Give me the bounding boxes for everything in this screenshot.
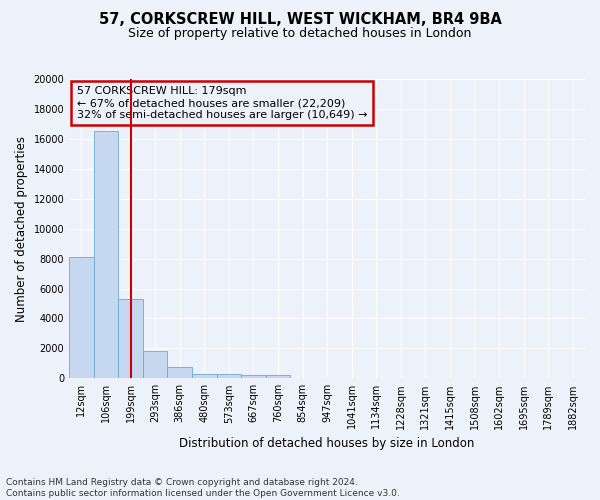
Text: Size of property relative to detached houses in London: Size of property relative to detached ho… [128, 28, 472, 40]
Bar [167, 367, 192, 378]
Y-axis label: Number of detached properties: Number of detached properties [15, 136, 28, 322]
Bar [241, 375, 266, 378]
Bar [192, 374, 217, 378]
Bar [94, 132, 118, 378]
Text: Contains HM Land Registry data © Crown copyright and database right 2024.
Contai: Contains HM Land Registry data © Crown c… [6, 478, 400, 498]
Bar [217, 374, 241, 378]
Bar [118, 299, 143, 378]
Bar [143, 350, 167, 378]
Bar [266, 375, 290, 378]
X-axis label: Distribution of detached houses by size in London: Distribution of detached houses by size … [179, 437, 475, 450]
Bar [69, 257, 94, 378]
Text: 57 CORKSCREW HILL: 179sqm
← 67% of detached houses are smaller (22,209)
32% of s: 57 CORKSCREW HILL: 179sqm ← 67% of detac… [77, 86, 367, 120]
Text: 57, CORKSCREW HILL, WEST WICKHAM, BR4 9BA: 57, CORKSCREW HILL, WEST WICKHAM, BR4 9B… [98, 12, 502, 28]
